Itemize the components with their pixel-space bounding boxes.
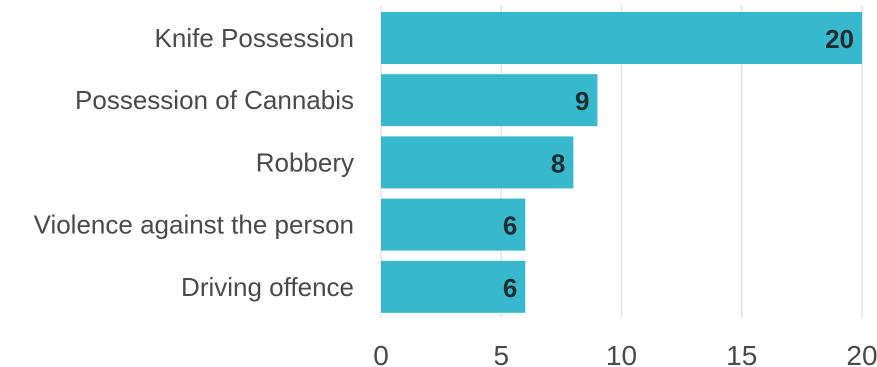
category-label: Violence against the person [34, 210, 354, 240]
category-label: Driving offence [181, 272, 354, 302]
category-label: Robbery [256, 147, 354, 177]
value-label: 8 [551, 148, 565, 178]
category-label: Possession of Cannabis [75, 85, 354, 115]
x-tick-label: 20 [846, 340, 877, 367]
value-labels: 20 9 8 6 6 [503, 24, 854, 303]
x-tick-label: 10 [606, 340, 637, 367]
bar [381, 198, 526, 251]
value-label: 20 [825, 24, 854, 54]
bar [381, 136, 574, 189]
category-label: Knife Possession [155, 23, 354, 53]
x-tick-label: 5 [493, 340, 509, 367]
bar [381, 260, 526, 313]
value-label: 6 [503, 273, 517, 303]
value-label: 9 [575, 86, 589, 116]
x-axis-tick-labels: 0 5 10 15 20 [373, 340, 877, 367]
bars [381, 12, 862, 313]
bar [381, 12, 862, 64]
category-labels: Knife Possession Possession of Cannabis Ro… [34, 23, 354, 302]
x-tick-label: 0 [373, 340, 389, 367]
bar [381, 74, 598, 127]
x-tick-label: 15 [726, 340, 757, 367]
value-label: 6 [503, 211, 517, 241]
